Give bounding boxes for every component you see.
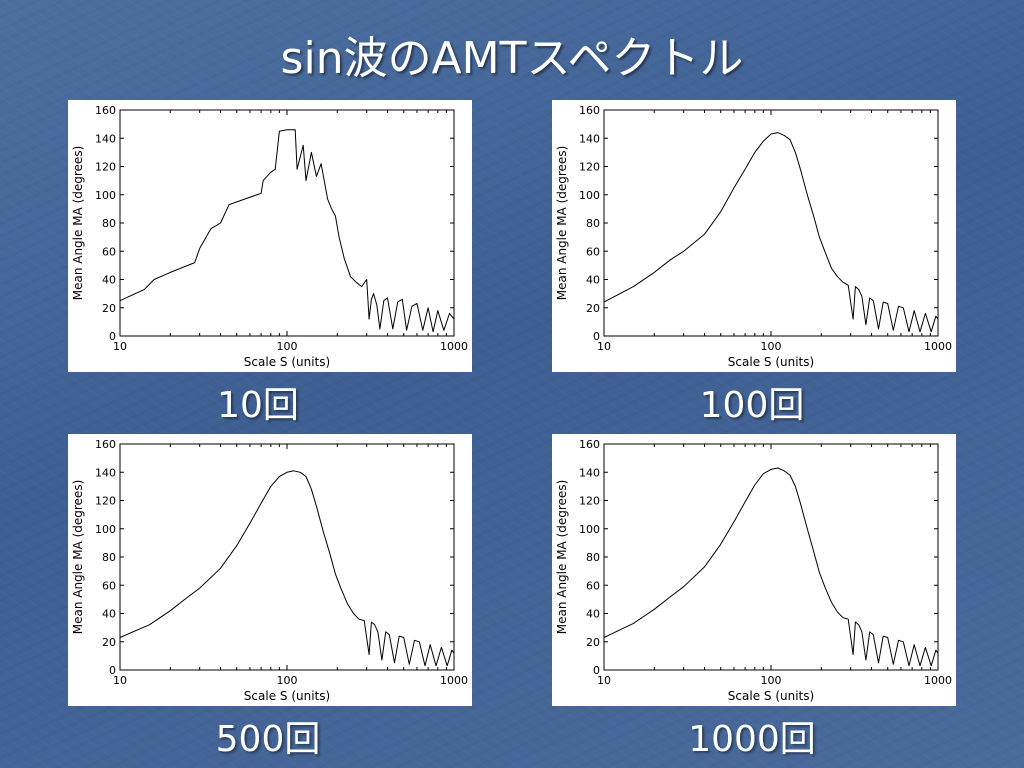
chart-100: 0 20 40 60 80 100 120 140 160 10 100 1000 Scale S (u… bbox=[555, 104, 952, 369]
y-axis-label: Mean Angle MA (degrees) bbox=[555, 146, 569, 301]
x-tick-label: 10 bbox=[597, 674, 611, 687]
y-axis-label: Mean Angle MA (degrees) bbox=[555, 480, 569, 635]
x-tick-label: 1000 bbox=[924, 340, 952, 353]
x-tick-label: 10 bbox=[597, 340, 611, 353]
chart-500: 0 20 40 60 80 100 120 140 160 10 100 1000 Scale S (u… bbox=[71, 438, 468, 703]
y-tick-label: 40 bbox=[586, 274, 600, 287]
x-tick-label: 1000 bbox=[924, 674, 952, 687]
chart-1000: 0 20 40 60 80 100 120 140 160 10 100 1000 Scale S (u… bbox=[555, 438, 952, 703]
y-tick-label: 80 bbox=[102, 217, 116, 230]
series-line bbox=[119, 470, 455, 667]
x-tick-label: 1000 bbox=[440, 340, 468, 353]
y-tick-label: 80 bbox=[586, 551, 600, 564]
series-line bbox=[119, 129, 455, 333]
y-tick-label: 60 bbox=[102, 579, 116, 592]
y-tick-label: 120 bbox=[579, 495, 600, 508]
y-tick-label: 140 bbox=[95, 132, 116, 145]
y-tick-label: 100 bbox=[95, 523, 116, 536]
x-tick-label: 100 bbox=[277, 674, 298, 687]
x-axis-label: Scale S (units) bbox=[244, 355, 330, 369]
y-tick-label: 160 bbox=[579, 104, 600, 117]
chart-caption-2: 100回 bbox=[699, 385, 805, 426]
slide-title: sin波のAMTスペクトル bbox=[280, 33, 744, 84]
plot-frame bbox=[603, 443, 939, 671]
x-tick-label: 100 bbox=[761, 674, 782, 687]
y-tick-label: 80 bbox=[102, 551, 116, 564]
y-tick-label: 120 bbox=[95, 161, 116, 174]
y-tick-label: 160 bbox=[579, 438, 600, 451]
y-tick-label: 140 bbox=[579, 466, 600, 479]
y-tick-label: 120 bbox=[95, 495, 116, 508]
y-tick-label: 20 bbox=[102, 636, 116, 649]
plot-frame bbox=[119, 443, 455, 671]
chart-caption-4: 1000回 bbox=[688, 719, 816, 760]
y-tick-label: 40 bbox=[102, 274, 116, 287]
chart-10: 0 20 40 60 80 100 120 140 160 10 100 1000 Scale S (u… bbox=[71, 104, 468, 369]
y-tick-label: 40 bbox=[102, 608, 116, 621]
series-line bbox=[603, 132, 939, 333]
y-tick-label: 100 bbox=[95, 189, 116, 202]
chart-panel-1: 0 20 40 60 80 100 120 140 160 10 100 1000 Scale S (u… bbox=[68, 100, 472, 372]
y-tick-label: 60 bbox=[586, 579, 600, 592]
x-tick-label: 100 bbox=[761, 340, 782, 353]
chart-caption-1: 10回 bbox=[217, 385, 299, 426]
x-tick-label: 10 bbox=[113, 340, 127, 353]
y-tick-label: 160 bbox=[95, 438, 116, 451]
y-tick-label: 20 bbox=[586, 302, 600, 315]
y-tick-label: 100 bbox=[579, 189, 600, 202]
y-tick-label: 140 bbox=[95, 466, 116, 479]
x-axis-label: Scale S (units) bbox=[728, 355, 814, 369]
y-tick-label: 160 bbox=[95, 104, 116, 117]
series-line bbox=[603, 467, 939, 667]
chart-panel-3: 0 20 40 60 80 100 120 140 160 10 100 1000 Scale S (u… bbox=[68, 434, 472, 706]
y-tick-label: 0 bbox=[109, 330, 116, 343]
y-tick-label: 120 bbox=[579, 161, 600, 174]
y-tick-label: 40 bbox=[586, 608, 600, 621]
y-axis-label: Mean Angle MA (degrees) bbox=[71, 480, 85, 635]
y-tick-label: 140 bbox=[579, 132, 600, 145]
y-tick-label: 60 bbox=[586, 245, 600, 258]
plot-frame bbox=[603, 109, 939, 337]
x-tick-label: 1000 bbox=[440, 674, 468, 687]
x-tick-label: 10 bbox=[113, 674, 127, 687]
chart-panel-4: 0 20 40 60 80 100 120 140 160 10 100 1000 Scale S (u… bbox=[552, 434, 956, 706]
y-tick-label: 0 bbox=[109, 664, 116, 677]
chart-panel-2: 0 20 40 60 80 100 120 140 160 10 100 1000 Scale S (u… bbox=[552, 100, 956, 372]
y-tick-label: 60 bbox=[102, 245, 116, 258]
y-tick-label: 20 bbox=[102, 302, 116, 315]
y-tick-label: 0 bbox=[593, 330, 600, 343]
chart-caption-3: 500回 bbox=[215, 719, 321, 760]
x-tick-label: 100 bbox=[277, 340, 298, 353]
y-tick-label: 100 bbox=[579, 523, 600, 536]
y-tick-label: 20 bbox=[586, 636, 600, 649]
plot-frame bbox=[119, 109, 455, 337]
y-tick-label: 80 bbox=[586, 217, 600, 230]
x-axis-label: Scale S (units) bbox=[728, 689, 814, 703]
x-axis-label: Scale S (units) bbox=[244, 689, 330, 703]
y-tick-label: 0 bbox=[593, 664, 600, 677]
y-axis-label: Mean Angle MA (degrees) bbox=[71, 146, 85, 301]
